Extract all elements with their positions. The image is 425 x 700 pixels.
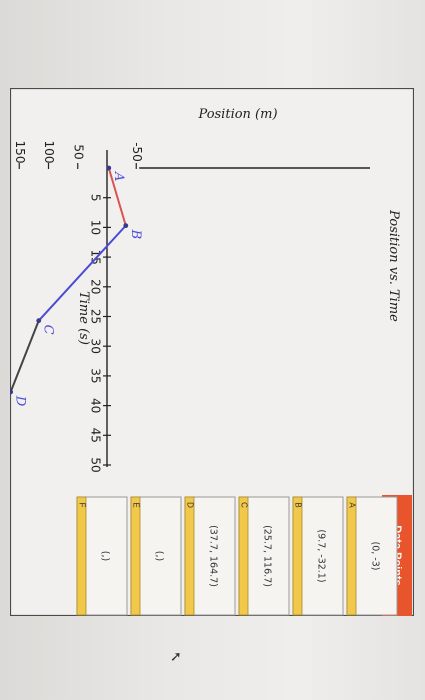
- y-axis-title: Position (m): [197, 107, 277, 122]
- segment-cd: [10, 320, 40, 393]
- data-point-row[interactable]: A (0, -3): [346, 496, 398, 616]
- x-tick-label: 35: [89, 368, 103, 383]
- data-point-tab: [346, 496, 357, 616]
- chart-frame: 5 10 15 20 25 30 35 40 45 50 150 100 50 -50 Time (s) Po…: [10, 88, 414, 616]
- data-point-row[interactable]: D (37.7, 164.7): [184, 496, 236, 616]
- x-axis-title: Time (s): [76, 291, 91, 345]
- data-point-row[interactable]: E (,): [130, 496, 182, 616]
- data-point-letter: E: [131, 502, 140, 507]
- data-point-value: (25.7, 116.7): [262, 525, 273, 587]
- data-point-a[interactable]: [106, 165, 112, 171]
- data-point-row[interactable]: F (,): [76, 496, 128, 616]
- data-point-letter: F: [77, 503, 86, 508]
- data-point-row[interactable]: B (9.7, -32.1): [292, 496, 344, 616]
- chart-title: Position vs. Time: [386, 209, 401, 322]
- x-tick-label: 25: [89, 309, 103, 324]
- point-label-b: B: [128, 229, 143, 240]
- data-point-letter: A: [347, 502, 356, 508]
- data-point-letter: C: [239, 502, 248, 508]
- data-point-c[interactable]: [36, 318, 42, 324]
- data-point-b[interactable]: [123, 223, 129, 229]
- point-label-a: A: [111, 171, 126, 181]
- y-tick-label: 150: [13, 141, 27, 164]
- x-tick-label: 50: [89, 457, 103, 472]
- x-tick-label: 45: [89, 428, 103, 443]
- data-point-value: (,): [100, 551, 111, 561]
- data-point-value: (9.7, -32.1): [316, 529, 327, 582]
- data-point-d[interactable]: [10, 389, 14, 395]
- pointer-cursor-icon: ➚: [170, 648, 182, 664]
- point-label-d: D: [13, 395, 28, 407]
- x-tick-label: 15: [89, 249, 103, 264]
- data-point-tab: [238, 496, 249, 616]
- data-point-tab: [76, 496, 87, 616]
- data-point-value: (0, -3): [370, 542, 381, 571]
- data-point-letter: B: [293, 502, 302, 507]
- data-points-table: Data PointsA(0, -3)B(9.7, -32.1)C(25.7, …: [76, 495, 412, 616]
- y-tick-label: 100: [42, 141, 56, 164]
- x-tick-label: 40: [89, 398, 103, 413]
- chart-layer: 5 10 15 20 25 30 35 40 45 50 150 100 50 -50 Time (s) Po…: [10, 107, 401, 473]
- data-point-value: (37.7, 164.7): [208, 525, 219, 587]
- position-time-chart: 5 10 15 20 25 30 35 40 45 50 150 100 50 -50 Time (s) Po…: [10, 88, 414, 616]
- data-point-tab: [130, 496, 141, 616]
- x-tick-label: 10: [89, 220, 103, 235]
- y-tick-label: -50: [130, 142, 144, 162]
- data-point-tab: [184, 496, 195, 616]
- data-point-letter: D: [185, 502, 194, 508]
- segment-bc: [37, 224, 127, 322]
- segment-ab: [107, 167, 127, 226]
- x-tick-label: 30: [89, 339, 103, 354]
- data-point-row[interactable]: C (25.7, 116.7): [238, 496, 290, 616]
- data-point-tab: [292, 496, 303, 616]
- point-label-c: C: [41, 325, 56, 335]
- x-tick-label: 5: [89, 194, 103, 202]
- data-point-value: (,): [154, 551, 165, 561]
- y-tick-label: 50: [71, 144, 85, 159]
- x-tick-label: 20: [89, 279, 103, 294]
